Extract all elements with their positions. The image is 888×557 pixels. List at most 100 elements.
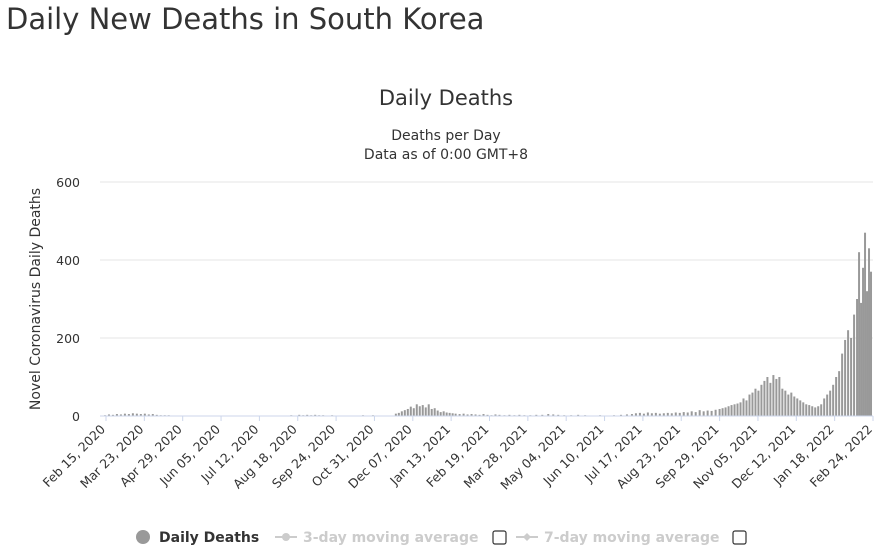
data-bar[interactable] [817, 406, 820, 416]
data-bar[interactable] [858, 252, 861, 416]
data-bar[interactable] [838, 371, 841, 416]
data-bar[interactable] [454, 413, 457, 416]
data-bar[interactable] [400, 411, 403, 416]
data-bar[interactable] [811, 406, 814, 416]
data-bar[interactable] [642, 413, 645, 416]
data-bar[interactable] [111, 414, 114, 416]
data-bar[interactable] [298, 414, 301, 416]
data-bar[interactable] [424, 407, 427, 416]
data-bar[interactable] [736, 403, 739, 416]
data-bar[interactable] [674, 412, 677, 416]
data-bar[interactable] [498, 414, 501, 416]
data-bar[interactable] [826, 394, 829, 416]
data-bar[interactable] [724, 407, 727, 416]
data-bar[interactable] [727, 406, 730, 416]
data-bar[interactable] [670, 413, 673, 416]
data-bar[interactable] [682, 412, 685, 416]
data-bar[interactable] [862, 267, 865, 416]
data-bar[interactable] [314, 414, 317, 416]
data-bar[interactable] [745, 400, 748, 416]
data-bar[interactable] [799, 400, 802, 416]
data-bar[interactable] [486, 414, 489, 416]
data-bar[interactable] [541, 414, 544, 416]
data-bar[interactable] [127, 414, 130, 416]
data-bar[interactable] [832, 384, 835, 416]
data-bar[interactable] [864, 232, 867, 416]
legend-7day-checkbox[interactable] [732, 530, 747, 545]
data-bar[interactable] [866, 291, 869, 416]
data-bar[interactable] [763, 380, 766, 416]
data-bar[interactable] [139, 414, 142, 416]
data-bar[interactable] [634, 413, 637, 416]
data-bar[interactable] [451, 413, 454, 416]
data-bar[interactable] [805, 404, 808, 416]
data-bar[interactable] [835, 377, 838, 416]
data-bar[interactable] [802, 402, 805, 416]
data-bar[interactable] [427, 404, 430, 416]
data-bar[interactable] [658, 413, 661, 416]
bar-series[interactable] [103, 232, 873, 417]
data-bar[interactable] [662, 413, 665, 416]
data-bar[interactable] [757, 390, 760, 416]
data-bar[interactable] [147, 414, 150, 416]
data-bar[interactable] [868, 248, 871, 416]
data-bar[interactable] [135, 413, 138, 416]
data-bar[interactable] [646, 412, 649, 416]
data-bar[interactable] [666, 412, 669, 416]
data-bar[interactable] [123, 413, 126, 416]
data-bar[interactable] [702, 411, 705, 416]
data-bar[interactable] [474, 414, 477, 416]
data-bar[interactable] [778, 377, 781, 416]
data-bar[interactable] [107, 414, 110, 416]
data-bar[interactable] [445, 412, 448, 416]
data-bar[interactable] [769, 382, 772, 416]
data-bar[interactable] [518, 414, 521, 416]
legend-3day-checkbox[interactable] [492, 530, 507, 545]
data-bar[interactable] [721, 408, 724, 416]
data-bar[interactable] [403, 410, 406, 416]
data-bar[interactable] [508, 414, 511, 416]
data-bar[interactable] [557, 414, 560, 416]
data-bar[interactable] [820, 404, 823, 416]
data-bar[interactable] [796, 398, 799, 416]
data-bar[interactable] [151, 414, 154, 416]
data-bar[interactable] [808, 405, 811, 416]
data-bar[interactable] [710, 410, 713, 416]
data-bar[interactable] [733, 404, 736, 416]
data-bar[interactable] [678, 412, 681, 416]
data-bar[interactable] [718, 408, 721, 416]
data-bar[interactable] [638, 412, 641, 416]
data-bar[interactable] [470, 414, 473, 416]
data-bar[interactable] [442, 411, 445, 416]
data-bar[interactable] [698, 410, 701, 416]
data-bar[interactable] [694, 412, 697, 416]
data-bar[interactable] [823, 398, 826, 416]
data-bar[interactable] [478, 414, 481, 416]
data-bar[interactable] [630, 414, 633, 416]
data-bar[interactable] [458, 414, 461, 416]
data-bar[interactable] [787, 394, 790, 416]
data-bar[interactable] [860, 302, 863, 416]
data-bar[interactable] [143, 413, 146, 416]
data-bar[interactable] [131, 413, 134, 416]
data-bar[interactable] [793, 396, 796, 417]
data-bar[interactable] [430, 408, 433, 416]
data-bar[interactable] [406, 408, 409, 416]
data-bar[interactable] [829, 390, 832, 416]
data-bar[interactable] [436, 410, 439, 416]
data-bar[interactable] [394, 413, 397, 416]
data-bar[interactable] [625, 414, 628, 416]
data-bar[interactable] [155, 414, 158, 416]
data-bar[interactable] [552, 414, 555, 416]
data-bar[interactable] [847, 330, 850, 416]
data-bar[interactable] [535, 414, 538, 416]
data-bar[interactable] [466, 414, 469, 416]
data-bar[interactable] [870, 271, 873, 416]
data-bar[interactable] [814, 407, 817, 416]
data-bar[interactable] [650, 413, 653, 416]
data-bar[interactable] [714, 409, 717, 416]
data-bar[interactable] [690, 411, 693, 416]
data-bar[interactable] [433, 408, 436, 416]
data-bar[interactable] [853, 314, 856, 416]
data-bar[interactable] [306, 414, 309, 416]
